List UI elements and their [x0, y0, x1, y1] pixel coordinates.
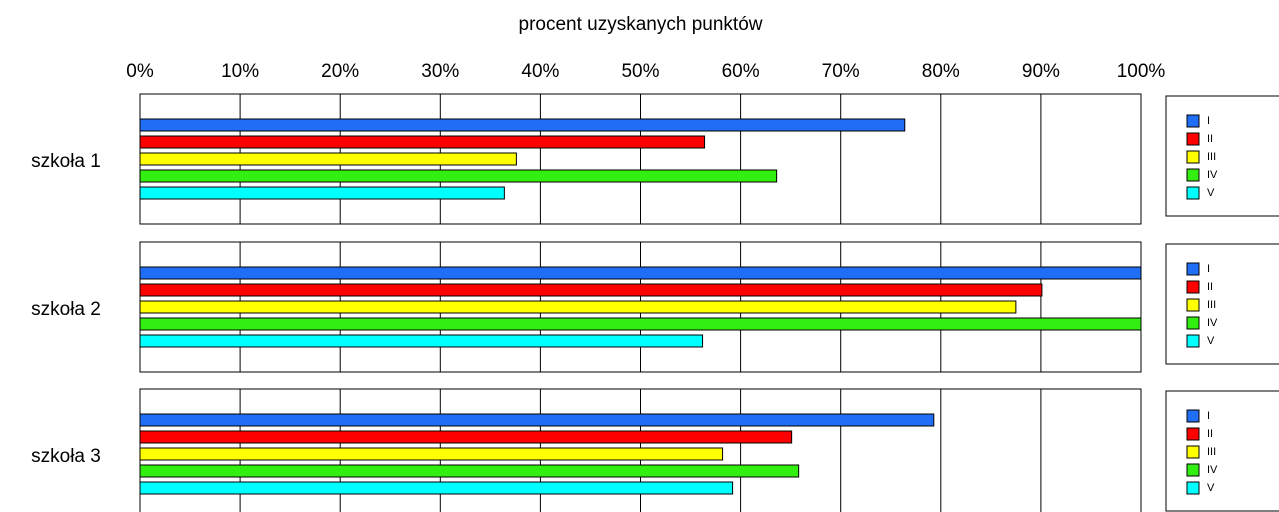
bar	[139, 334, 704, 348]
legend-swatch	[1186, 445, 1200, 459]
legend-label: III	[1207, 299, 1216, 311]
x-tick-label: 90%	[1022, 61, 1060, 82]
x-tick-label: 80%	[922, 61, 960, 82]
bar	[139, 266, 1142, 280]
x-tick-label: 20%	[321, 61, 359, 82]
legend-swatch	[1186, 334, 1200, 348]
legend-label: V	[1207, 187, 1215, 199]
legend-label: II	[1207, 281, 1213, 293]
legend-swatch	[1186, 298, 1200, 312]
legend-label: I	[1207, 263, 1210, 275]
legend-swatch	[1186, 427, 1200, 441]
legend-box	[1165, 243, 1279, 365]
x-tick-label: 50%	[621, 61, 659, 82]
bar	[139, 186, 505, 200]
bar	[139, 169, 778, 183]
bar	[139, 481, 734, 495]
axis-title: procent uzyskanych punktów	[519, 14, 763, 35]
legend-swatch	[1186, 132, 1200, 146]
category-label: szkoła 3	[31, 446, 101, 467]
legend-label: II	[1207, 428, 1213, 440]
bar	[139, 118, 906, 132]
legend-box	[1165, 95, 1279, 217]
x-tick-label: 40%	[521, 61, 559, 82]
legend-swatch	[1186, 280, 1200, 294]
legend-swatch	[1186, 150, 1200, 164]
legend-label: II	[1207, 133, 1213, 145]
bar	[139, 464, 800, 478]
legend-swatch	[1186, 316, 1200, 330]
x-tick-label: 60%	[722, 61, 760, 82]
legend-swatch	[1186, 409, 1200, 423]
legend-label: III	[1207, 151, 1216, 163]
bar	[139, 413, 935, 427]
x-tick-label: 10%	[221, 61, 259, 82]
bar	[139, 317, 1142, 331]
legend-label: III	[1207, 446, 1216, 458]
x-tick-label: 0%	[126, 61, 154, 82]
x-tick-label: 70%	[822, 61, 860, 82]
bar	[139, 152, 517, 166]
legend-label: IV	[1207, 169, 1218, 181]
legend-swatch	[1186, 168, 1200, 182]
legend-label: V	[1207, 482, 1215, 494]
x-tick-label: 100%	[1117, 61, 1166, 82]
x-tick-label: 30%	[421, 61, 459, 82]
legend-label: IV	[1207, 464, 1218, 476]
legend-swatch	[1186, 262, 1200, 276]
bar	[139, 135, 706, 149]
legend-label: V	[1207, 335, 1215, 347]
bar	[139, 300, 1017, 314]
legend-label: IV	[1207, 317, 1218, 329]
bar	[139, 447, 724, 461]
legend-swatch	[1186, 481, 1200, 495]
legend-label: I	[1207, 410, 1210, 422]
legend-label: I	[1207, 115, 1210, 127]
bar	[139, 430, 793, 444]
bar	[139, 283, 1043, 297]
legend-swatch	[1186, 463, 1200, 477]
category-label: szkoła 2	[31, 299, 101, 320]
legend-box	[1165, 390, 1279, 512]
legend-swatch	[1186, 186, 1200, 200]
legend-swatch	[1186, 114, 1200, 128]
category-label: szkoła 1	[31, 151, 101, 172]
